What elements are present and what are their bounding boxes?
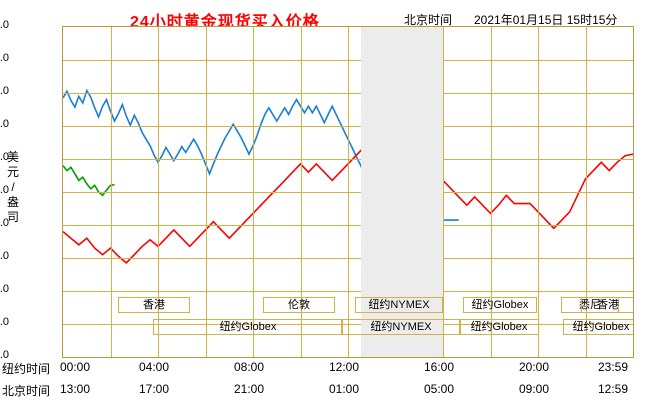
- y-tick-label: 1852.0: [0, 151, 9, 163]
- current-datetime: 2021年01月15日 15时15分: [474, 13, 618, 27]
- session-box: 纽约Globex: [563, 319, 633, 335]
- y-tick-label: 1848.0: [0, 184, 9, 196]
- x-axis-row-name: 纽约时间: [2, 362, 51, 376]
- x-tick-label: 16:00: [424, 360, 455, 374]
- y-axis-title: 美元/盎司 美元/盎司: [6, 150, 19, 224]
- x-tick-label: 09:00: [519, 382, 550, 396]
- y-tick-label: 1864.0: [0, 52, 9, 64]
- x-tick-label: 04:00: [139, 360, 170, 374]
- x-tick-label: 05:00: [424, 382, 455, 396]
- grid-line-vertical: [348, 27, 349, 357]
- grid-line-vertical: [443, 27, 444, 357]
- timezone-label: 北京时间: [404, 13, 453, 27]
- y-tick-label: 1868.0: [0, 19, 9, 31]
- y-tick-label: 1856.0: [0, 118, 9, 130]
- y-tick-label: 1828.0: [0, 349, 9, 361]
- x-tick-label: 00:00: [60, 360, 91, 374]
- x-tick-label: 08:00: [234, 360, 265, 374]
- x-tick-label: 20:00: [519, 360, 550, 374]
- x-tick-label: 17:00: [139, 382, 170, 396]
- session-box: 纽约NYMEX: [355, 297, 443, 313]
- x-axis-row-name: 北京时间: [2, 384, 51, 398]
- session-box: 香港: [581, 297, 633, 313]
- y-tick-label: 1860.0: [0, 85, 9, 97]
- x-tick-label: 12:00: [329, 360, 360, 374]
- grid-line-vertical: [206, 27, 207, 357]
- series-line: [63, 165, 115, 197]
- session-box: 纽约NYMEX: [341, 319, 461, 335]
- y-tick-label: 1836.0: [0, 283, 9, 295]
- x-tick-label: 01:00: [329, 382, 360, 396]
- grid-line-vertical: [491, 27, 492, 357]
- x-tick-label: 23:59: [598, 360, 629, 374]
- shaded-region: [361, 27, 443, 357]
- grid-line-vertical: [253, 27, 254, 357]
- grid-line-vertical: [158, 27, 159, 357]
- y-tick-label: 1832.0: [0, 316, 9, 328]
- y-tick-label: 1844.0: [0, 217, 9, 229]
- session-box: 伦敦: [263, 297, 335, 313]
- grid-line-vertical: [301, 27, 302, 357]
- session-box: 纽约Globex: [459, 319, 539, 335]
- grid-line-vertical: [538, 27, 539, 357]
- plot-area: 香港 伦敦 纽约NYMEX 纽约Globex 悉尼 香港 纽约Globex 纽约NYMEX 纽约…: [62, 26, 634, 358]
- x-tick-label: 12:59: [598, 382, 629, 396]
- session-box: 香港: [118, 297, 190, 313]
- session-box: 纽约Globex: [463, 297, 537, 313]
- x-tick-label: 21:00: [234, 382, 265, 396]
- session-box: 纽约Globex: [153, 319, 343, 335]
- grid-line-vertical: [586, 27, 587, 357]
- y-tick-label: 1840.0: [0, 250, 9, 262]
- x-tick-label: 13:00: [60, 382, 91, 396]
- grid-line-vertical: [111, 27, 112, 357]
